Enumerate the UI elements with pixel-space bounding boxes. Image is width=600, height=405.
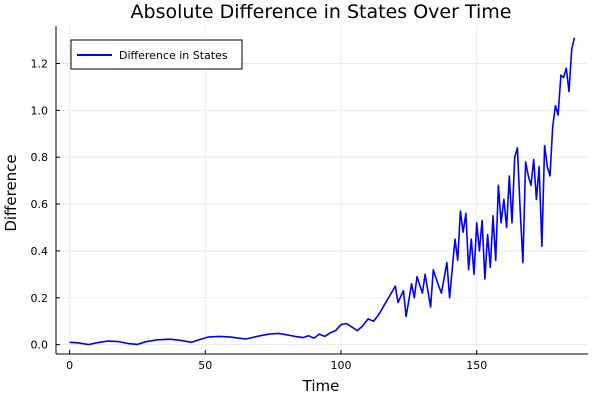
y-tick-label: 0.4 [31, 245, 49, 258]
x-tick-label: 150 [466, 359, 487, 372]
ticks: 0 50 100 150 0.0 0.2 0.4 0.6 0.8 1.0 1.2 [31, 57, 488, 372]
grid [56, 26, 588, 354]
legend: Difference in States [70, 39, 243, 70]
series-layer [69, 37, 576, 346]
legend-label: Difference in States [119, 49, 228, 62]
x-tick-label: 100 [331, 359, 352, 372]
y-tick-label: 1.0 [31, 104, 49, 117]
series-line-difference-in-states [69, 37, 576, 346]
y-tick-label: 1.2 [31, 57, 49, 70]
chart-title: Absolute Difference in States Over Time [131, 1, 512, 23]
y-tick-label: 0.0 [31, 339, 49, 352]
x-axis-title: Time [302, 377, 340, 395]
y-axis-title: Difference [2, 154, 20, 231]
y-tick-label: 0.2 [31, 292, 49, 305]
axes [55, 26, 588, 355]
y-tick-label: 0.8 [31, 151, 49, 164]
y-tick-label: 0.6 [31, 198, 49, 211]
x-tick-label: 0 [66, 359, 73, 372]
x-tick-label: 50 [198, 359, 212, 372]
